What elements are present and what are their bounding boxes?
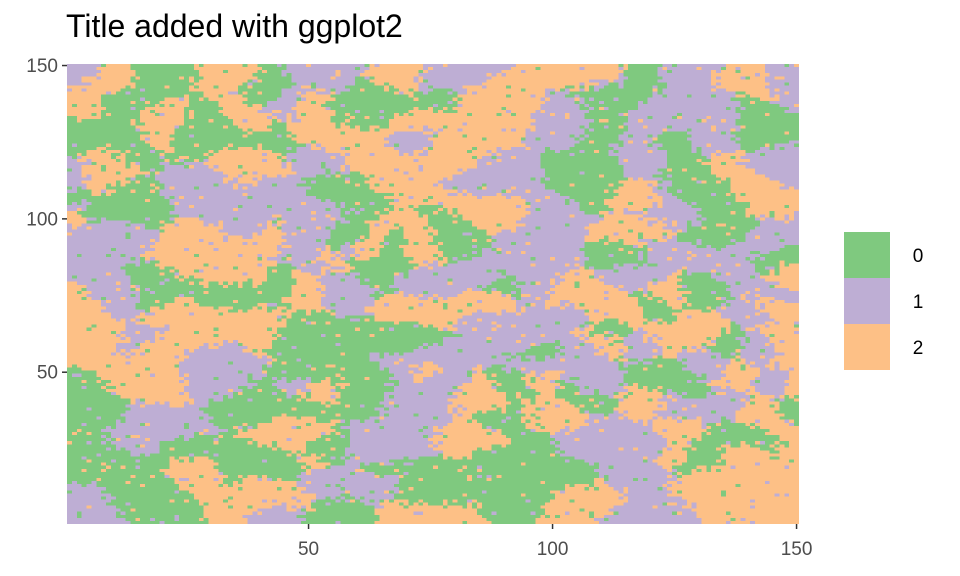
legend-label-0: 0 [913,246,924,267]
x-tick-label: 100 [537,539,569,560]
x-axis: 50 100 150 [298,524,812,560]
legend-key-2 [844,324,890,370]
legend-key-0 [844,232,890,278]
y-tick-label: 100 [26,209,58,230]
raster-layer [67,64,799,524]
y-tick-label: 50 [37,363,58,384]
raster-cells [67,64,799,524]
y-tick-label: 150 [26,56,58,77]
legend-label-1: 1 [913,292,924,313]
legend: 0 1 2 [844,232,923,370]
legend-label-2: 2 [913,338,924,359]
chart-title: Title added with ggplot2 [66,8,403,44]
x-tick-label: 50 [298,539,319,560]
x-tick-label: 150 [781,539,813,560]
legend-key-1 [844,278,890,324]
y-axis: 50 100 150 [26,56,67,384]
